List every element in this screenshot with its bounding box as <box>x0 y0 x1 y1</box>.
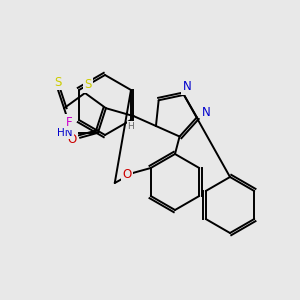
Text: HN: HN <box>57 128 73 138</box>
Text: S: S <box>54 76 62 89</box>
Text: O: O <box>67 133 76 146</box>
Text: N: N <box>183 80 191 93</box>
Text: S: S <box>84 79 92 92</box>
Text: H: H <box>128 122 134 131</box>
Text: N: N <box>202 106 210 119</box>
Text: O: O <box>122 169 131 182</box>
Text: F: F <box>66 116 72 128</box>
